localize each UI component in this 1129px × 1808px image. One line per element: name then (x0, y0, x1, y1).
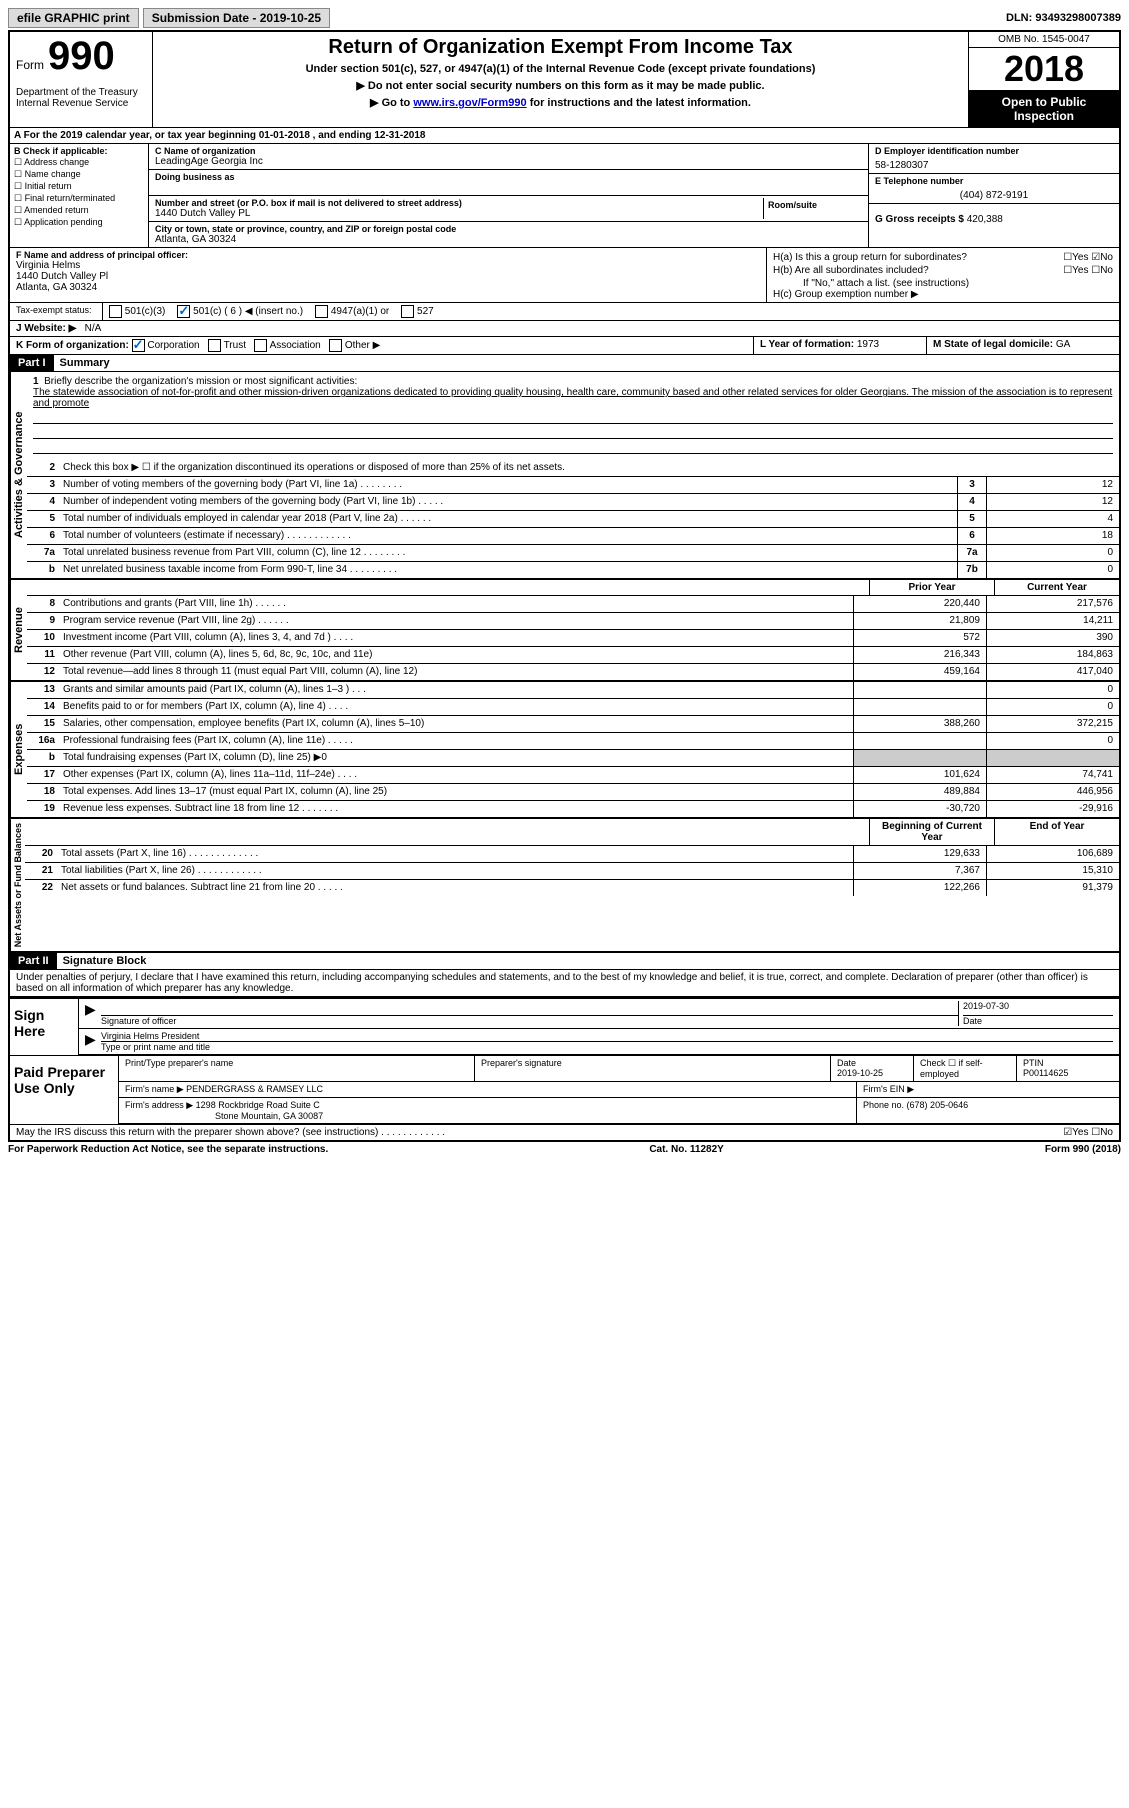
subtitle-2: ▶ Do not enter social security numbers o… (159, 79, 962, 92)
label-expenses: Expenses (10, 682, 27, 817)
org-name: LeadingAge Georgia Inc (155, 156, 862, 167)
box-f: F Name and address of principal officer:… (10, 248, 766, 302)
table-row: 22Net assets or fund balances. Subtract … (25, 880, 1119, 896)
table-row: 11Other revenue (Part VIII, column (A), … (27, 647, 1119, 664)
sign-date: 2019-07-30 (963, 1001, 1113, 1016)
discuss-answer: ☑Yes ☐No (1063, 1127, 1113, 1138)
part-2-title: Signature Block (57, 953, 153, 969)
box-c: C Name of organization LeadingAge Georgi… (149, 144, 868, 247)
table-row: bTotal fundraising expenses (Part IX, co… (27, 750, 1119, 767)
table-row: 16aProfessional fundraising fees (Part I… (27, 733, 1119, 750)
box-h: H(a) Is this a group return for subordin… (766, 248, 1119, 302)
check-amended[interactable]: ☐ Amended return (14, 205, 144, 216)
line-a: A For the 2019 calendar year, or tax yea… (10, 128, 1119, 144)
mission-text: The statewide association of not-for-pro… (33, 387, 1112, 409)
table-row: 10Investment income (Part VIII, column (… (27, 630, 1119, 647)
table-row: 4Number of independent voting members of… (27, 494, 1119, 511)
ptin: P00114625 (1023, 1068, 1113, 1078)
table-row: 9Program service revenue (Part VIII, lin… (27, 613, 1119, 630)
status-label: Tax-exempt status: (10, 303, 103, 320)
check-initial[interactable]: ☐ Initial return (14, 181, 144, 192)
street-address: 1440 Dutch Valley PL (155, 208, 757, 219)
phone: (404) 872-9191 (875, 186, 1113, 201)
h-a-answer: ☐Yes ☑No (1063, 252, 1113, 263)
table-row: bNet unrelated business taxable income f… (27, 562, 1119, 578)
year-formation: L Year of formation: 1973 (753, 337, 926, 354)
check-address[interactable]: ☐ Address change (14, 157, 144, 168)
row-k: K Form of organization: Corporation Trus… (10, 337, 753, 354)
gross-receipts: 420,388 (967, 214, 1003, 225)
top-bar: efile GRAPHIC print Submission Date - 20… (8, 8, 1121, 28)
firm-name: PENDERGRASS & RAMSEY LLC (186, 1084, 323, 1094)
subtitle-3: ▶ Go to www.irs.gov/Form990 for instruct… (159, 96, 962, 109)
box-b: B Check if applicable: ☐ Address change … (10, 144, 149, 247)
department: Department of the Treasury Internal Reve… (16, 87, 146, 109)
table-row: 17Other expenses (Part IX, column (A), l… (27, 767, 1119, 784)
ein: 58-1280307 (875, 156, 1113, 171)
instructions-link[interactable]: www.irs.gov/Form990 (413, 97, 526, 109)
check-pending[interactable]: ☐ Application pending (14, 217, 144, 228)
table-row: 14Benefits paid to or for members (Part … (27, 699, 1119, 716)
firm-phone: (678) 205-0646 (907, 1100, 969, 1110)
city-state-zip: Atlanta, GA 30324 (155, 234, 862, 245)
table-row: 19Revenue less expenses. Subtract line 1… (27, 801, 1119, 817)
efile-button[interactable]: efile GRAPHIC print (8, 8, 139, 28)
inspection-badge: Open to Public Inspection (969, 91, 1119, 127)
sign-here-label: Sign Here (10, 999, 79, 1055)
page-title: Return of Organization Exempt From Incom… (159, 36, 962, 59)
table-row: 3Number of voting members of the governi… (27, 477, 1119, 494)
check-name[interactable]: ☐ Name change (14, 169, 144, 180)
table-row: 6Total number of volunteers (estimate if… (27, 528, 1119, 545)
table-row: 7aTotal unrelated business revenue from … (27, 545, 1119, 562)
form-header: Form 990 Department of the Treasury Inte… (10, 32, 1119, 128)
table-row: 12Total revenue—add lines 8 through 11 (… (27, 664, 1119, 680)
discuss-question: May the IRS discuss this return with the… (16, 1127, 1063, 1138)
part-1-header: Part I (10, 355, 54, 371)
table-row: 8Contributions and grants (Part VIII, li… (27, 596, 1119, 613)
form-frame: Form 990 Department of the Treasury Inte… (8, 30, 1121, 1142)
state-domicile: M State of legal domicile: GA (926, 337, 1119, 354)
status-options: 501(c)(3) 501(c) ( 6 ) ◀ (insert no.) 49… (103, 303, 1119, 320)
preparer-label: Paid Preparer Use Only (10, 1056, 119, 1124)
h-b-answer: ☐Yes ☐No (1063, 265, 1113, 276)
subtitle-1: Under section 501(c), 527, or 4947(a)(1)… (159, 63, 962, 75)
table-row: 5Total number of individuals employed in… (27, 511, 1119, 528)
dln: DLN: 93493298007389 (1006, 12, 1121, 24)
officer-name-title: Virginia Helms President (101, 1031, 1113, 1042)
self-employed-check[interactable]: Check ☐ if self-employed (914, 1056, 1017, 1081)
form-number: Form 990 (16, 34, 146, 79)
part-2-header: Part II (10, 953, 57, 969)
footer: For Paperwork Reduction Act Notice, see … (8, 1142, 1121, 1157)
firm-address: 1298 Rockbridge Road Suite C (196, 1100, 320, 1110)
box-d: D Employer identification number 58-1280… (868, 144, 1119, 247)
label-net-assets: Net Assets or Fund Balances (10, 819, 25, 951)
firm-ein: Firm's EIN ▶ (857, 1082, 1119, 1097)
table-row: 15Salaries, other compensation, employee… (27, 716, 1119, 733)
submission-date: Submission Date - 2019-10-25 (143, 8, 330, 28)
tax-year: 2018 (969, 48, 1119, 91)
table-row: 18Total expenses. Add lines 13–17 (must … (27, 784, 1119, 801)
website-row: J Website: ▶ N/A (10, 321, 107, 336)
prep-date: 2019-10-25 (837, 1068, 907, 1078)
table-row: 20Total assets (Part X, line 16) . . . .… (25, 846, 1119, 863)
declaration: Under penalties of perjury, I declare th… (10, 970, 1119, 997)
check-final[interactable]: ☐ Final return/terminated (14, 193, 144, 204)
table-row: 21Total liabilities (Part X, line 26) . … (25, 863, 1119, 880)
label-governance: Activities & Governance (10, 372, 27, 578)
table-row: 13Grants and similar amounts paid (Part … (27, 682, 1119, 699)
label-revenue: Revenue (10, 580, 27, 680)
officer-name: Virginia Helms (16, 260, 760, 271)
part-1-title: Summary (54, 355, 116, 371)
omb-number: OMB No. 1545-0047 (969, 32, 1119, 48)
